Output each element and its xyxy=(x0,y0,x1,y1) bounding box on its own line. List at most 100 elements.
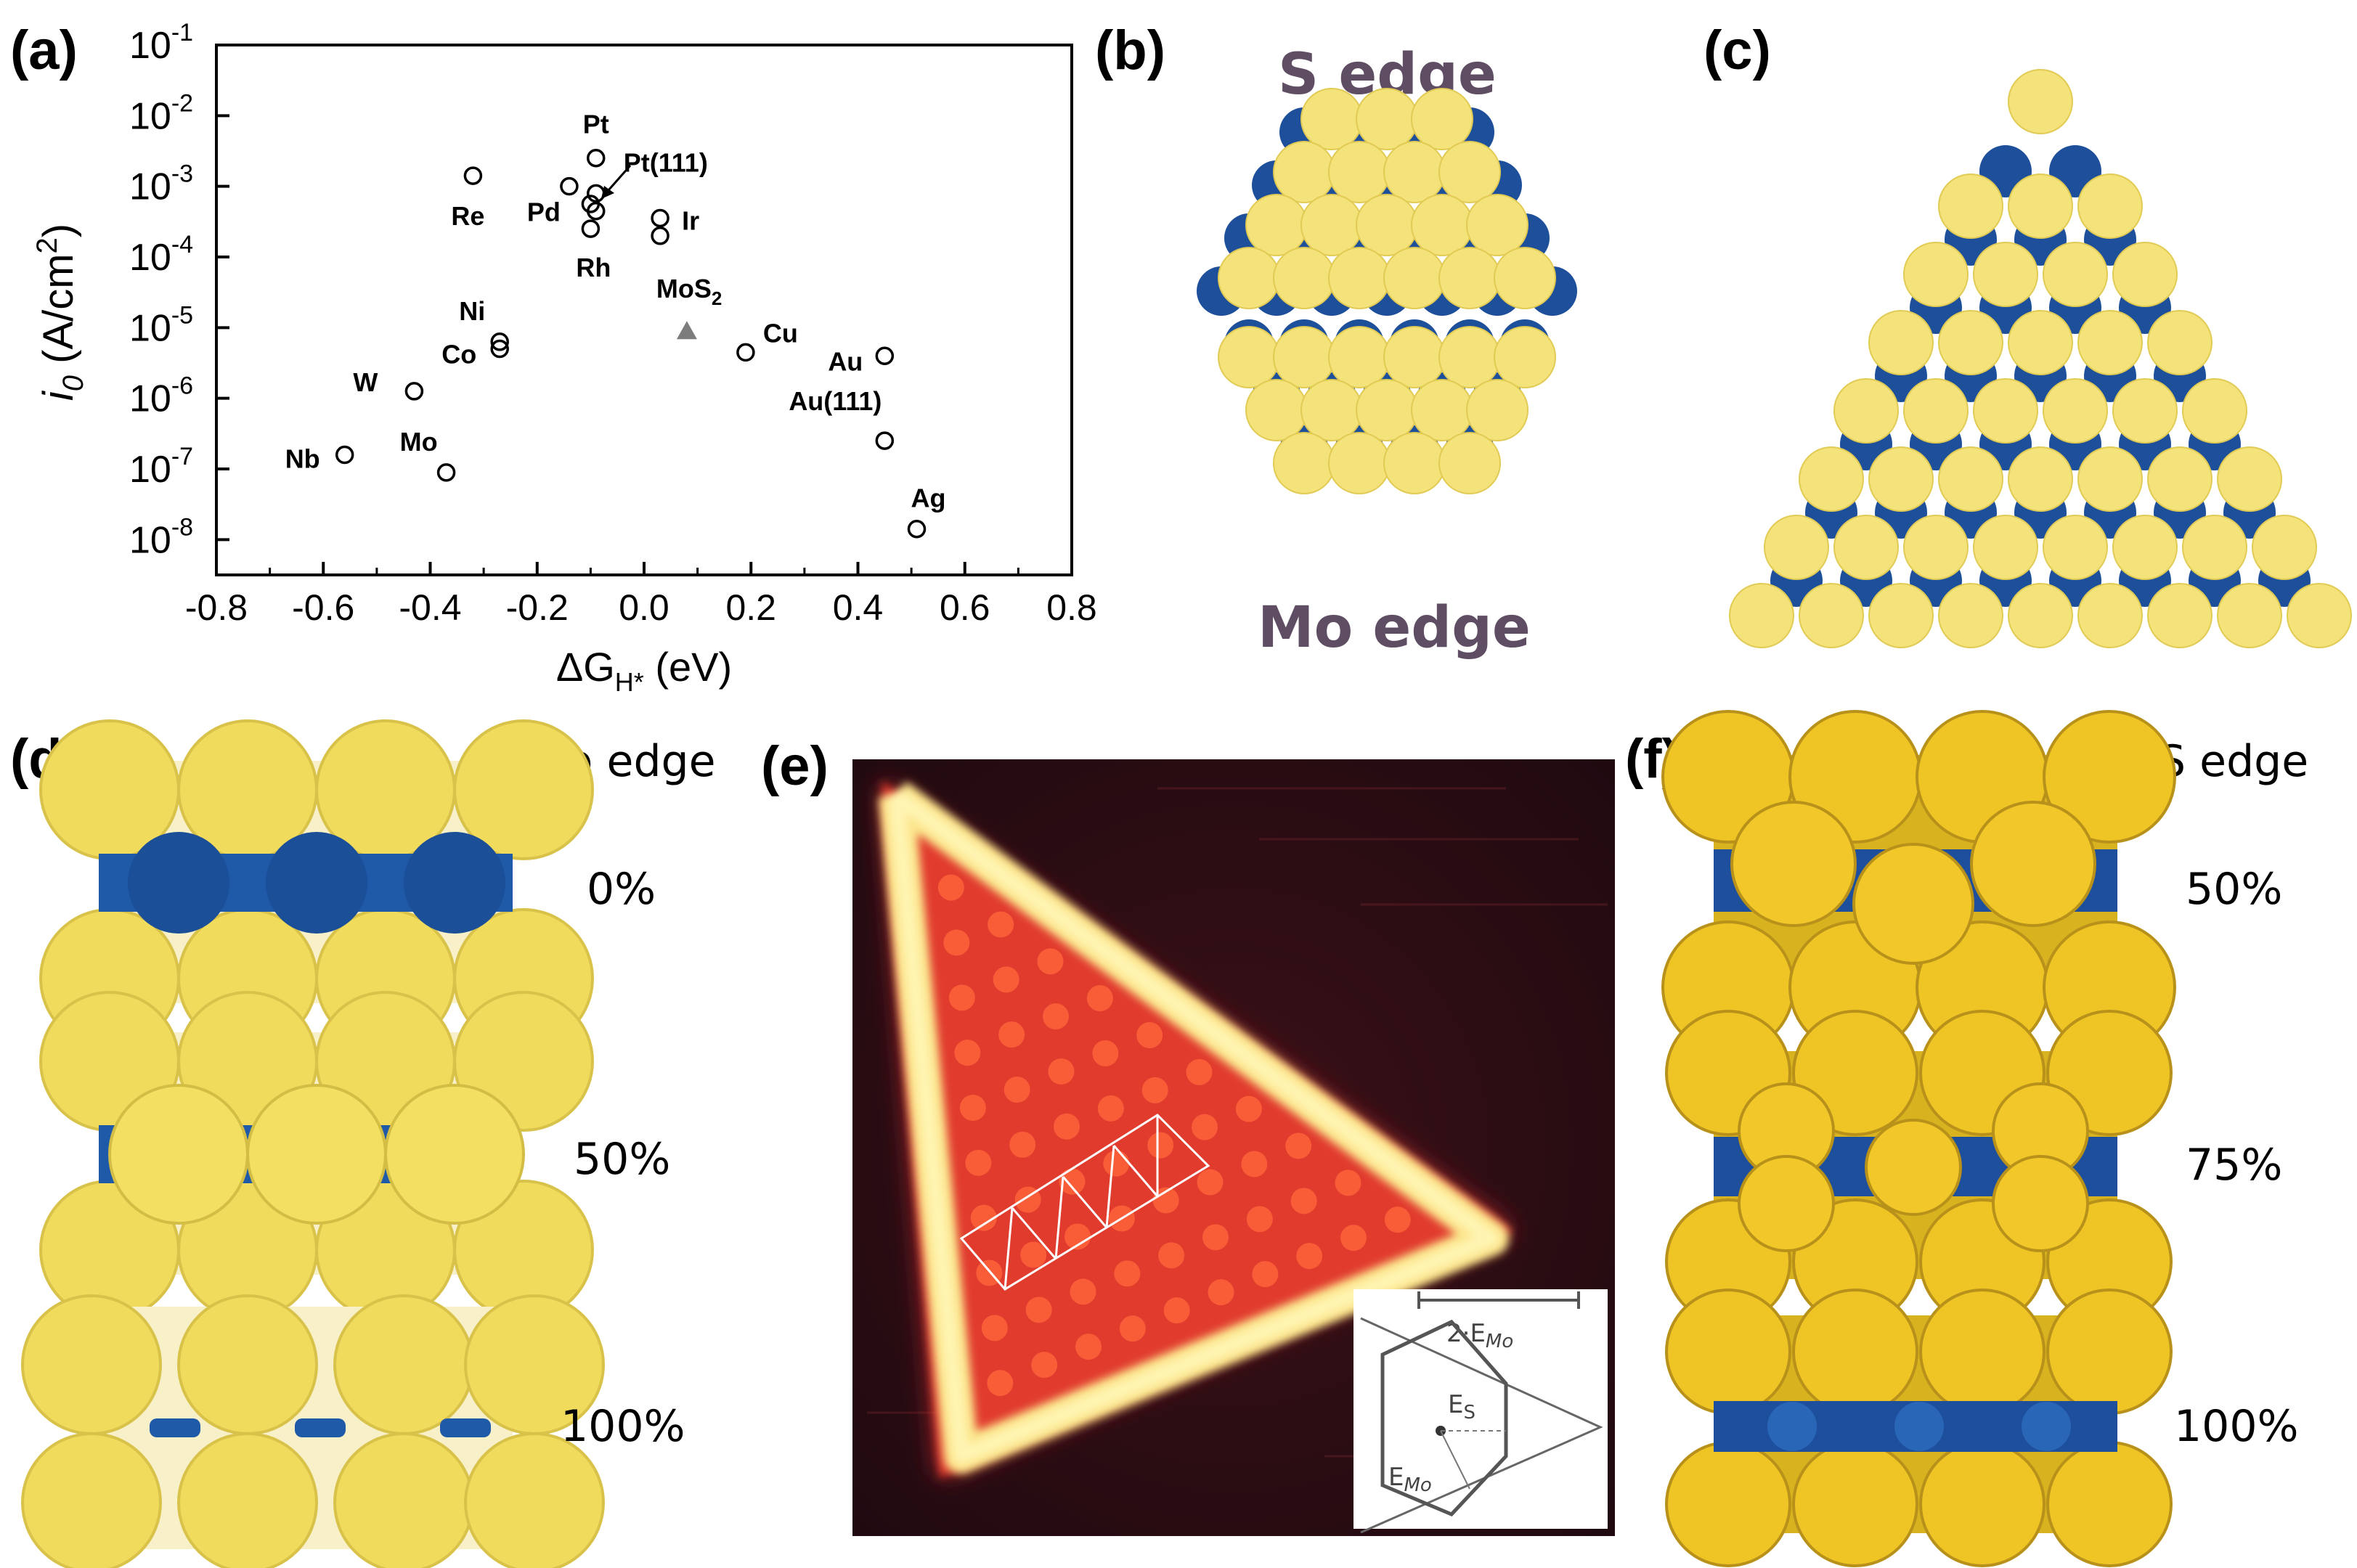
stm-spot xyxy=(1252,1261,1279,1288)
data-point xyxy=(581,219,601,238)
s-atom xyxy=(2217,583,2282,648)
s-atom xyxy=(1245,194,1308,256)
point-label: Rh xyxy=(576,253,611,282)
s-atom xyxy=(1903,515,1969,580)
stm-spot xyxy=(1208,1279,1234,1306)
stm-atom-spots xyxy=(937,874,1411,1397)
s-atom xyxy=(1799,583,1864,648)
stm-spot xyxy=(1290,1188,1317,1214)
s-atom xyxy=(2008,173,2073,239)
s-atom xyxy=(1328,326,1391,388)
x-tick-label: 0.4 xyxy=(833,587,884,628)
stm-image-triangle-mos2: 2·EMo ES EMo xyxy=(852,759,1615,1536)
point-label: Pt(111) xyxy=(624,147,708,177)
y-tick-label: 10-1 xyxy=(129,19,193,67)
s-atom xyxy=(2043,242,2108,307)
stm-spot xyxy=(1070,1278,1096,1305)
s-atom xyxy=(1273,326,1335,388)
panel-label-c: (c) xyxy=(1703,20,1771,81)
stm-spot xyxy=(1031,1352,1058,1379)
stm-spot xyxy=(993,966,1019,993)
s-atom xyxy=(1328,247,1391,309)
data-point xyxy=(560,176,579,196)
stm-spot xyxy=(954,1040,981,1066)
s-atom xyxy=(1438,247,1501,309)
stm-spot xyxy=(1059,1168,1086,1195)
data-point xyxy=(875,346,895,366)
stm-spot xyxy=(1037,948,1064,975)
exchange-current-volcano-chart: -0.8 -0.6 -0.4 -0.2 0.0 0.2 0.4 0.6 0.8 10-1 10-2… xyxy=(31,19,1097,697)
stm-spot xyxy=(1025,1297,1052,1323)
stm-spot xyxy=(1384,1206,1411,1233)
s-atom xyxy=(2043,515,2108,580)
stm-spot xyxy=(1202,1224,1229,1251)
point-label: Pd xyxy=(527,197,561,227)
s-atom xyxy=(1328,432,1391,494)
stm-spot xyxy=(1296,1243,1323,1270)
x-ticks: -0.8 -0.6 -0.4 -0.2 0.0 0.2 0.4 0.6 0.8 xyxy=(185,562,1097,628)
s-edge-header: S edge xyxy=(2158,736,2309,787)
stm-spot xyxy=(937,874,964,901)
stm-spot xyxy=(1103,1150,1130,1177)
stm-spot xyxy=(987,1370,1014,1397)
x-tick-label: -0.8 xyxy=(185,587,248,628)
y-tick-label: 10-7 xyxy=(129,443,193,491)
stm-spot xyxy=(1192,1114,1218,1140)
mo-edge-label: Mo edge xyxy=(1258,595,1531,661)
stm-spot xyxy=(1141,1077,1168,1103)
stm-spot xyxy=(1340,1225,1367,1251)
s-edge-coverage-100: 100% xyxy=(2174,1401,2299,1452)
stm-spot xyxy=(970,1204,997,1231)
s-atom xyxy=(1868,310,1934,375)
data-point xyxy=(907,519,927,539)
stm-spot xyxy=(1075,1334,1102,1360)
s-atom xyxy=(1466,379,1528,441)
x-tick-label: -0.4 xyxy=(399,587,461,628)
s-atom xyxy=(1356,379,1418,441)
point-label: Co xyxy=(441,340,476,369)
s-edge-75-tile xyxy=(1665,1010,2173,1325)
point-label: Au xyxy=(828,346,863,376)
svg-text:2·EMo: 2·EMo xyxy=(1446,1319,1513,1352)
s-atom xyxy=(1218,326,1280,388)
data-point xyxy=(436,463,456,482)
s-atom xyxy=(2217,446,2282,512)
s-atom xyxy=(1383,326,1446,388)
hexagonal-mos2-cluster xyxy=(1197,88,1577,494)
data-point xyxy=(586,148,606,168)
s-atom xyxy=(1383,247,1446,309)
data-point xyxy=(651,226,669,245)
pt111-arrowhead xyxy=(601,186,614,199)
panel-label-a: (a) xyxy=(10,20,78,81)
s-atom xyxy=(2182,515,2247,580)
data-point xyxy=(335,445,354,465)
data-point xyxy=(490,332,509,351)
s-edge-coverage-50: 50% xyxy=(2186,864,2283,915)
s-atom xyxy=(2112,242,2178,307)
s-atom xyxy=(1411,379,1473,441)
stm-spot xyxy=(998,1021,1025,1048)
point-label: W xyxy=(353,367,378,397)
stm-spot xyxy=(1054,1113,1080,1140)
point-label: Pt xyxy=(583,110,609,139)
s-atom xyxy=(2008,69,2073,134)
stm-spot xyxy=(1285,1132,1312,1159)
s-atom xyxy=(2147,583,2213,648)
s-atom xyxy=(1300,88,1363,150)
stm-spot xyxy=(1009,1131,1036,1158)
y-tick-label: 10-4 xyxy=(129,231,193,279)
point-label: Ag xyxy=(911,483,945,513)
stm-spot xyxy=(1235,1095,1262,1122)
y-axis-title: i0 (A/cm2) xyxy=(31,224,89,401)
unit-cell-overlay xyxy=(959,1114,1210,1291)
s-atom xyxy=(2077,446,2143,512)
s-atom xyxy=(1973,515,2038,580)
mo-edge-coverage-0: 0% xyxy=(587,864,656,915)
s-atom xyxy=(1383,432,1446,494)
data-point xyxy=(651,208,669,228)
x-tick-label: 0.6 xyxy=(940,587,990,628)
s-atom xyxy=(2077,310,2143,375)
s-atom xyxy=(1466,194,1528,256)
s-atom xyxy=(1245,379,1308,441)
s-atom xyxy=(2182,378,2247,444)
